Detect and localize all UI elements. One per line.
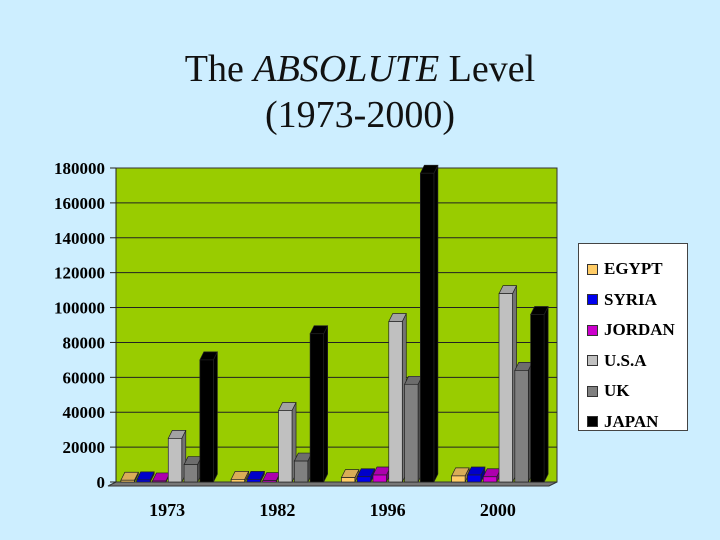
y-tick-label: 180000: [54, 159, 105, 178]
legend-item: SYRIA: [579, 285, 687, 316]
bar-egypt-1996: [341, 477, 356, 483]
bar-syria-1973: [136, 479, 151, 483]
legend-item: EGYPT: [579, 254, 687, 285]
bar-egypt-1973: [120, 479, 135, 483]
bar-side: [323, 325, 328, 483]
bar-egypt-2000: [451, 475, 466, 483]
x-tick-label: 1973: [149, 500, 185, 520]
bar-usa-1973: [167, 438, 183, 483]
y-tick-label: 100000: [54, 299, 105, 318]
y-tick-label: 140000: [54, 229, 105, 248]
legend-label: UK: [604, 381, 630, 401]
title-suffix: Level: [439, 48, 536, 90]
bar-egypt-1982: [230, 479, 245, 483]
y-tick-label: 80000: [63, 333, 106, 352]
bar-syria-2000: [467, 474, 482, 483]
legend-label: U.S.A: [604, 350, 647, 370]
legend-swatch: [587, 385, 598, 397]
bar-uk-1996: [404, 383, 419, 483]
legend-label: EGYPT: [604, 259, 663, 279]
bar-uk-1973: [183, 464, 198, 483]
legend-swatch: [587, 355, 598, 367]
legend-swatch: [587, 263, 598, 275]
bar-uk-2000: [514, 370, 529, 483]
plot-floor: [107, 481, 558, 487]
legend-label: SYRIA: [604, 289, 657, 309]
x-tick-label: 1982: [259, 500, 295, 520]
y-tick-label: 0: [97, 473, 106, 492]
bar-uk-1982: [293, 460, 309, 483]
legend-label: JAPAN: [604, 411, 659, 431]
legend-item: U.S.A: [579, 346, 687, 377]
bar-japan-2000: [530, 314, 545, 483]
legend-swatch: [587, 416, 598, 428]
bar-japan-1973: [199, 359, 214, 483]
bar-usa-2000: [498, 293, 513, 483]
legend-swatch: [587, 294, 598, 306]
legend-label: JORDAN: [604, 320, 675, 340]
y-tick-label: 20000: [63, 438, 106, 457]
bar-side: [433, 165, 439, 483]
bar-jordan-1982: [262, 480, 277, 483]
chart-title: The ABSOLUTE Level (1973-2000): [0, 46, 720, 138]
title-prefix: The: [184, 48, 254, 90]
bar-syria-1996: [356, 476, 372, 483]
legend-item: JAPAN: [579, 407, 687, 438]
bar-usa-1982: [278, 410, 293, 483]
bar-usa-1996: [388, 321, 403, 483]
y-tick-label: 120000: [54, 264, 105, 283]
bar-jordan-1996: [372, 474, 387, 483]
bar-side: [543, 306, 549, 483]
bar-syria-1982: [246, 479, 261, 483]
bar-japan-1982: [309, 333, 324, 483]
title-emphasis: ABSOLUTE: [253, 48, 440, 90]
title-year-range: (1973-2000): [265, 94, 455, 136]
bar-jordan-2000: [482, 476, 498, 483]
legend-item: JORDAN: [579, 315, 687, 346]
y-tick-label: 60000: [63, 368, 106, 387]
legend-swatch: [587, 324, 598, 336]
bar-japan-1996: [420, 172, 435, 483]
x-tick-label: 2000: [480, 500, 516, 520]
x-tick-label: 1996: [370, 500, 406, 520]
y-tick-label: 160000: [54, 194, 105, 213]
y-tick-label: 40000: [63, 403, 106, 422]
bar-side: [213, 351, 218, 483]
legend-item: UK: [579, 376, 687, 407]
bar-jordan-1973: [152, 480, 167, 483]
chart-legend: EGYPT SYRIA JORDAN U.S.A UK JAPAN: [578, 243, 688, 431]
